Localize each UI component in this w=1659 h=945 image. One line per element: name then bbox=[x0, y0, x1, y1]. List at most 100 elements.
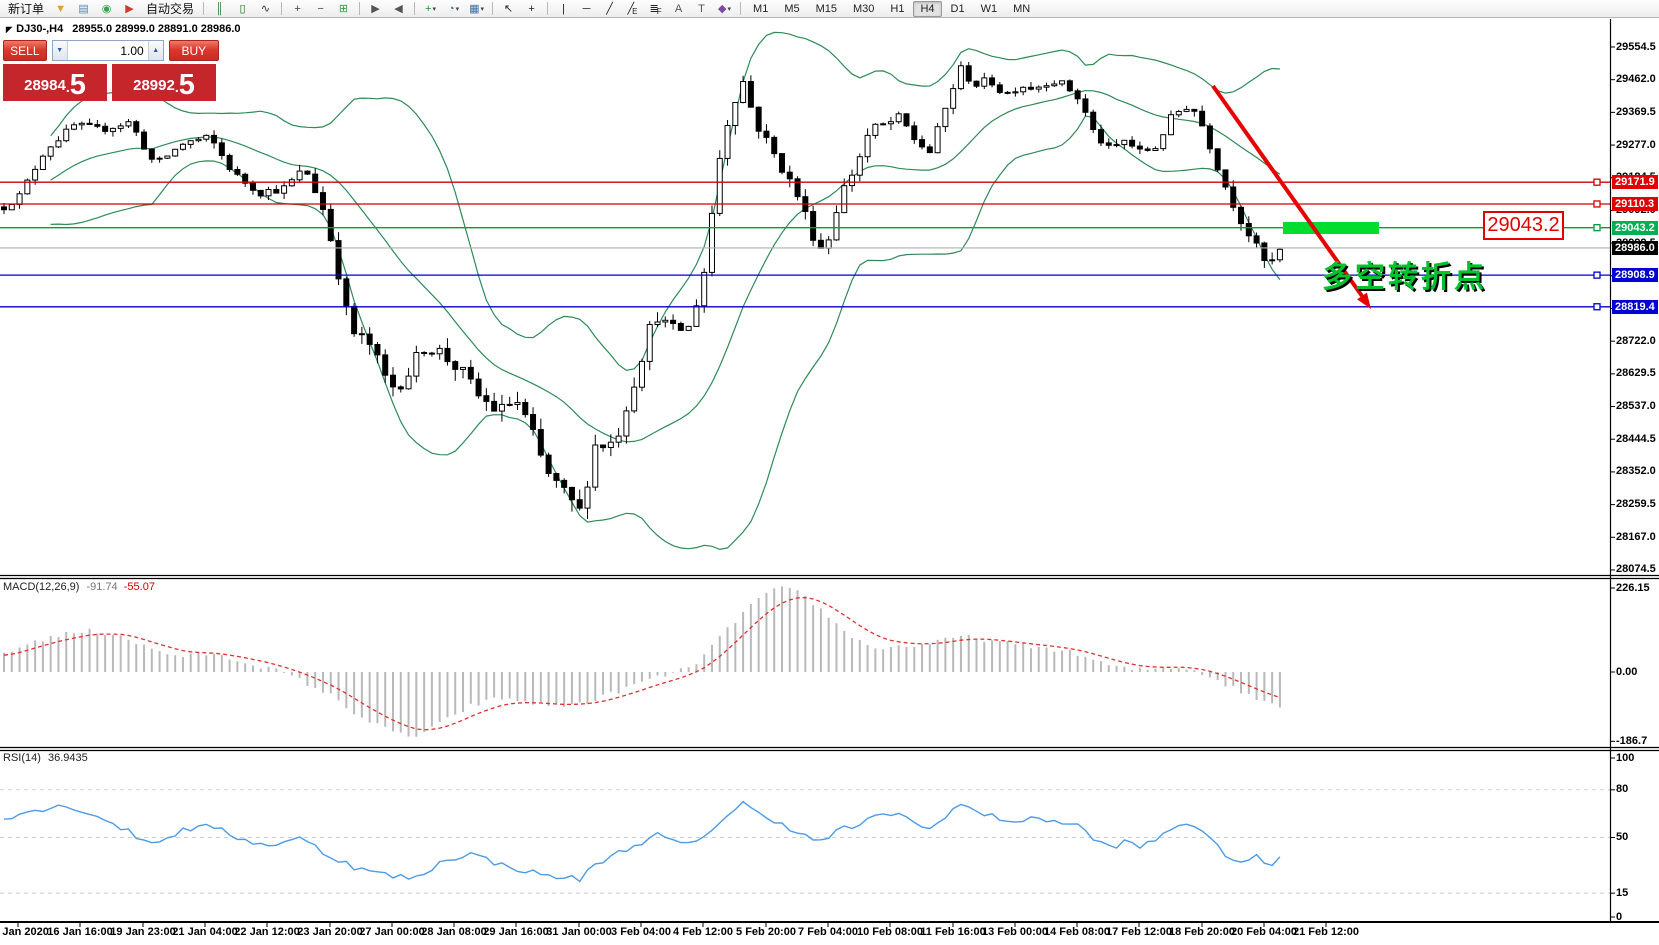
candle-body bbox=[786, 171, 793, 180]
volume-increase-button[interactable]: ▲ bbox=[147, 41, 163, 60]
horizontal-line-icon[interactable]: ─ bbox=[576, 0, 597, 17]
candle-body bbox=[1144, 148, 1151, 151]
market-watch-icon: ▤ bbox=[78, 3, 89, 15]
sell-button[interactable]: SELL bbox=[3, 40, 47, 61]
templates-icon: ▦ bbox=[469, 3, 480, 15]
crosshair-icon[interactable]: + bbox=[521, 0, 542, 17]
auto-scroll-icon[interactable]: ▶ bbox=[365, 0, 386, 17]
time-axis-label: 11 Feb 16:00 bbox=[920, 926, 986, 938]
sell-price[interactable]: 28984. 5 bbox=[3, 64, 107, 101]
timeframe-m15[interactable]: M15 bbox=[815, 2, 837, 15]
toolbar-separator bbox=[203, 2, 205, 15]
autotrade-icon[interactable]: ▶ bbox=[119, 0, 140, 17]
market-watch-icon[interactable]: ▤ bbox=[73, 0, 94, 17]
price-badge-29110.3: 29110.3 bbox=[1612, 196, 1658, 211]
candle-body bbox=[522, 402, 529, 416]
timeframe-m1[interactable]: M1 bbox=[753, 2, 769, 15]
candle-body bbox=[981, 77, 988, 87]
indicators-icon[interactable]: + ▾ bbox=[425, 2, 436, 15]
green-highlight-segment[interactable] bbox=[1283, 222, 1379, 234]
candle-body bbox=[903, 113, 910, 127]
auto-trading-toggle[interactable]: 自动交易 bbox=[146, 2, 195, 16]
time-axis-label: 31 Jan 00:00 bbox=[546, 926, 612, 938]
candle-body bbox=[1113, 144, 1120, 147]
equidistant-channel-icon: ╱ bbox=[627, 3, 635, 15]
time-axis-label: 3 Feb 04:00 bbox=[611, 926, 671, 938]
expand-arrow-icon[interactable]: ◤ bbox=[6, 25, 13, 34]
cursor-icon: ↖ bbox=[503, 3, 514, 15]
macd-axis-label: 0.00 bbox=[1616, 665, 1638, 678]
equidistant-channel-icon[interactable]: ╱ E bbox=[627, 3, 638, 16]
timeframe-h4[interactable]: H4 bbox=[913, 0, 942, 17]
candle-body bbox=[747, 81, 754, 108]
line-handle[interactable] bbox=[1593, 200, 1601, 208]
timeframe-mn[interactable]: MN bbox=[1013, 2, 1031, 15]
candle-body bbox=[358, 333, 365, 336]
candle-body bbox=[1160, 134, 1167, 150]
ohlc-values: 28955.0 28999.0 28891.0 28986.0 bbox=[72, 23, 241, 35]
text-label-icon[interactable]: T bbox=[691, 0, 712, 17]
timeframe-m5[interactable]: M5 bbox=[784, 2, 800, 15]
volume-input[interactable] bbox=[67, 41, 148, 60]
new-order-button[interactable]: 新订单 bbox=[8, 2, 45, 16]
candlestick-chart-icon[interactable]: ▯ bbox=[232, 0, 253, 17]
candle-body bbox=[887, 121, 894, 125]
line-handle[interactable] bbox=[1593, 303, 1601, 311]
candle-body bbox=[973, 80, 980, 87]
timeframe-m30[interactable]: M30 bbox=[853, 2, 875, 15]
trend-arrow-line[interactable] bbox=[1211, 84, 1364, 298]
candle-body bbox=[685, 325, 692, 331]
price-axis-label: 28167.0 bbox=[1616, 530, 1656, 543]
zoom-in-icon[interactable]: + bbox=[287, 0, 308, 17]
turning-point-annotation[interactable]: 多空转折点 bbox=[1322, 261, 1487, 294]
candle-body bbox=[141, 131, 148, 150]
volume-decrease-button[interactable]: ▼ bbox=[52, 41, 68, 60]
candle-body bbox=[919, 139, 926, 148]
text-label-icon: T bbox=[698, 2, 705, 15]
time-axis-label: 21 Feb 12:00 bbox=[1292, 926, 1360, 938]
candle-body bbox=[413, 352, 420, 377]
time-axis-label: 14 Feb 08:00 bbox=[1043, 926, 1111, 938]
candle-body bbox=[592, 444, 599, 488]
buy-button[interactable]: BUY bbox=[168, 40, 219, 61]
timeframe-w1[interactable]: W1 bbox=[980, 2, 998, 15]
buy-price[interactable]: 28992. 5 bbox=[112, 64, 216, 101]
candle-body bbox=[911, 125, 918, 141]
zoom-out-icon[interactable]: − bbox=[310, 0, 331, 17]
tile-windows-icon[interactable]: ⊞ bbox=[333, 0, 354, 17]
cursor-icon[interactable]: ↖ bbox=[498, 0, 519, 17]
candle-body bbox=[654, 321, 661, 325]
candle-body bbox=[530, 414, 537, 430]
trendline-icon[interactable]: ╱ bbox=[599, 0, 620, 17]
line-chart-icon[interactable]: ∿ bbox=[255, 0, 276, 17]
candle-body bbox=[755, 106, 762, 132]
candle-body bbox=[327, 208, 334, 242]
candle-body bbox=[779, 153, 785, 173]
arrows-icon[interactable]: ◆ ▾ bbox=[718, 3, 732, 15]
price-callout-box[interactable]: 29043.2 bbox=[1483, 211, 1564, 240]
candle-body bbox=[794, 178, 801, 198]
templates-icon[interactable]: ▦ ▾ bbox=[469, 3, 484, 15]
line-handle[interactable] bbox=[1593, 178, 1601, 186]
toolbar-separator bbox=[492, 2, 494, 15]
line-handle[interactable] bbox=[1593, 224, 1601, 232]
fibonacci-icon[interactable]: ≣ F bbox=[649, 3, 662, 16]
periods-icon[interactable]: ◔ ▾ bbox=[447, 2, 460, 15]
candle-body bbox=[281, 185, 288, 194]
candle-body bbox=[172, 148, 179, 157]
trend-arrow-head[interactable] bbox=[1357, 292, 1371, 309]
line-handle[interactable] bbox=[1593, 271, 1601, 279]
bar-chart-icon[interactable]: ║ bbox=[209, 0, 230, 17]
timeframe-d1[interactable]: D1 bbox=[950, 2, 965, 15]
candlestick-chart-icon: ▯ bbox=[239, 3, 246, 15]
chart-shift-icon: ◀ bbox=[394, 3, 403, 15]
chart-shift-icon[interactable]: ◀ bbox=[388, 0, 409, 17]
timeframe-h1[interactable]: H1 bbox=[890, 2, 905, 15]
signals-icon[interactable]: ◉ bbox=[96, 0, 117, 17]
funnel-icon[interactable]: ▼ bbox=[50, 0, 71, 17]
text-icon[interactable]: A bbox=[668, 0, 689, 17]
macd-indicator-label: MACD(12,26,9) -91.74 -55.07 bbox=[3, 581, 155, 593]
vertical-line-icon[interactable]: | bbox=[553, 0, 574, 17]
time-axis-label: 13 Feb 00:00 bbox=[981, 926, 1049, 938]
